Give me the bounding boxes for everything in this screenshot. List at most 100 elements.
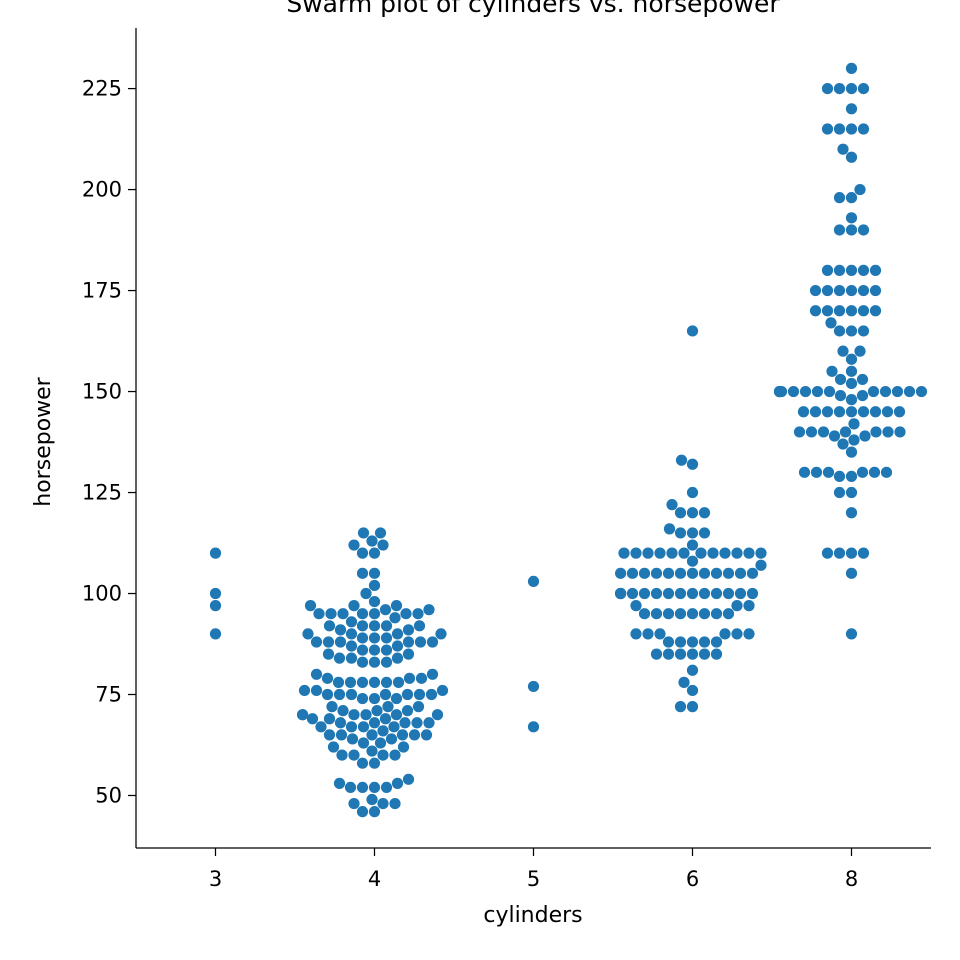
data-point <box>686 701 699 713</box>
data-point <box>833 123 846 135</box>
data-point <box>411 717 423 729</box>
data-point <box>845 470 858 482</box>
data-point <box>854 183 866 196</box>
data-point <box>698 608 711 620</box>
data-point <box>821 123 834 135</box>
data-point <box>425 688 438 701</box>
data-point <box>856 373 869 386</box>
data-point <box>833 224 846 236</box>
data-point <box>663 523 676 535</box>
data-point <box>833 305 846 317</box>
data-point <box>833 264 846 276</box>
data-point <box>402 773 415 785</box>
data-point <box>809 305 822 317</box>
data-point <box>893 406 906 418</box>
data-point <box>379 688 392 701</box>
data-point <box>315 721 327 733</box>
data-point <box>368 676 381 688</box>
data-point <box>710 648 723 660</box>
data-point <box>821 284 834 297</box>
data-point <box>390 692 403 705</box>
data-point <box>368 692 381 705</box>
data-point <box>845 284 858 297</box>
data-point <box>834 373 847 386</box>
data-point <box>845 82 858 95</box>
data-point <box>356 567 369 579</box>
data-point <box>698 507 711 519</box>
data-point <box>638 587 651 600</box>
y-tick-label: 100 <box>82 582 122 606</box>
data-point <box>833 284 846 297</box>
data-point <box>674 507 687 519</box>
data-point <box>857 305 870 317</box>
data-point <box>857 284 870 297</box>
data-point <box>837 438 849 450</box>
data-point <box>650 567 663 579</box>
data-point <box>344 676 357 688</box>
y-axis-ticks: 50 75 100 125 150 175 200 225 <box>82 77 136 807</box>
data-point <box>368 806 381 818</box>
data-points <box>209 62 928 818</box>
data-point <box>845 567 858 579</box>
data-point <box>915 385 928 398</box>
data-point <box>527 721 540 733</box>
data-point <box>527 575 540 588</box>
data-point <box>674 648 687 660</box>
data-point <box>833 470 846 482</box>
data-point <box>209 600 222 612</box>
data-point <box>348 539 360 551</box>
data-point <box>793 426 806 438</box>
data-point <box>388 721 400 733</box>
data-point <box>821 547 834 559</box>
data-point <box>856 389 869 402</box>
data-point <box>348 749 360 761</box>
data-point <box>837 143 849 155</box>
data-point <box>894 426 906 438</box>
data-point <box>833 486 846 499</box>
data-point <box>845 353 858 365</box>
data-point <box>348 797 360 810</box>
data-point <box>869 406 882 418</box>
data-point <box>826 365 838 377</box>
data-point <box>686 486 699 499</box>
data-point <box>209 547 222 559</box>
data-point <box>390 709 403 721</box>
data-point <box>334 717 347 729</box>
data-point <box>368 656 381 668</box>
data-point <box>298 684 311 697</box>
data-point <box>845 212 858 224</box>
data-point <box>678 676 690 688</box>
data-point <box>423 604 435 616</box>
data-point <box>822 466 835 478</box>
y-tick-label: 200 <box>82 178 122 202</box>
data-point <box>799 385 812 398</box>
data-point <box>377 749 389 761</box>
data-point <box>402 648 415 660</box>
data-point <box>880 466 893 478</box>
data-point <box>809 284 822 297</box>
data-point <box>746 567 759 579</box>
data-point <box>857 123 870 135</box>
data-point <box>638 608 651 620</box>
data-point <box>662 567 675 579</box>
data-point <box>857 224 870 236</box>
data-point <box>642 547 654 559</box>
data-point <box>368 620 381 632</box>
data-point <box>356 692 369 705</box>
data-point <box>731 547 743 559</box>
data-point <box>391 652 404 664</box>
data-point <box>811 385 824 398</box>
data-point <box>413 620 426 632</box>
data-point <box>371 705 383 717</box>
data-point <box>805 426 818 438</box>
data-point <box>380 781 393 794</box>
data-point <box>345 628 358 640</box>
data-point <box>209 628 222 640</box>
data-point <box>686 684 699 697</box>
data-point <box>845 547 858 559</box>
data-point <box>746 587 759 600</box>
data-point <box>385 733 398 745</box>
data-point <box>882 426 894 438</box>
data-point <box>734 567 747 579</box>
